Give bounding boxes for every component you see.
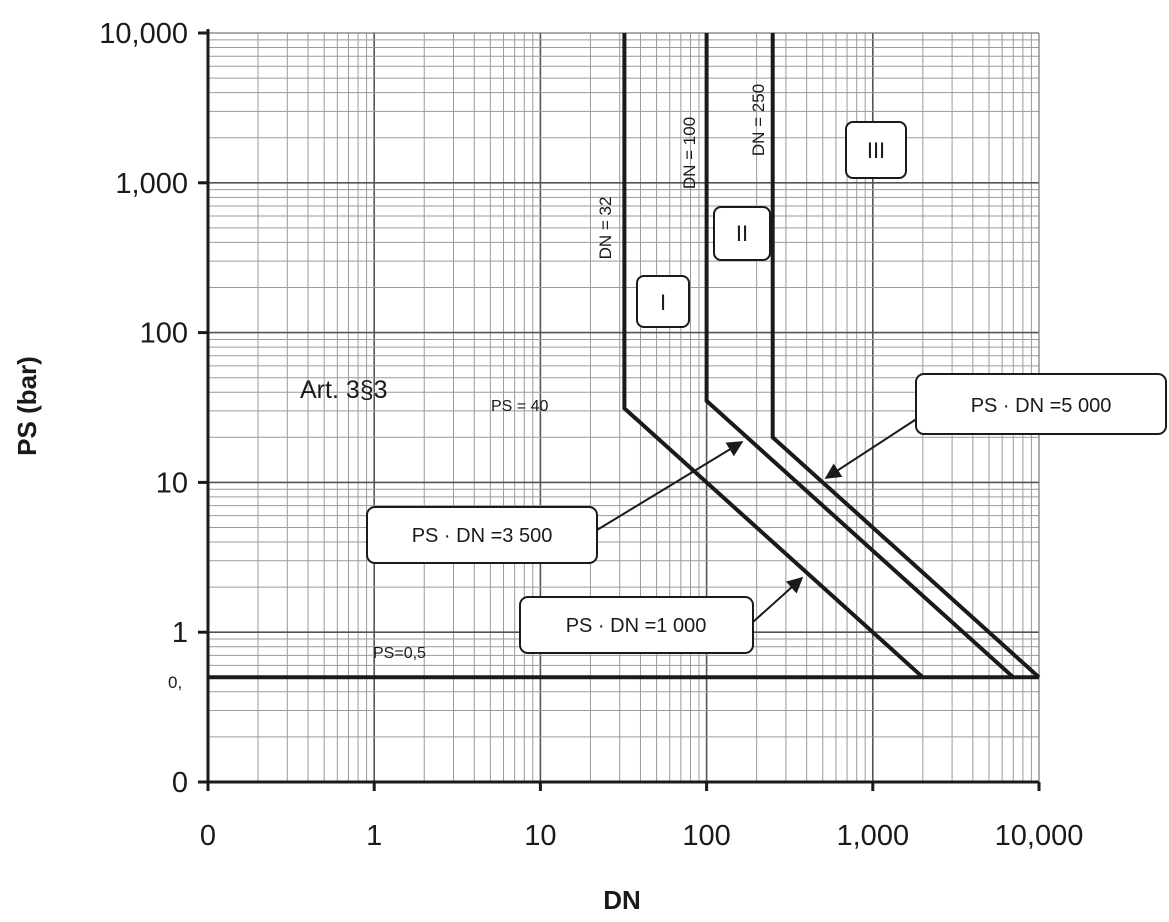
callout-3500-label: PS · DN =3 500 [412,525,553,547]
x-tick-label: 1,000 [837,820,910,852]
callout-3500: PS · DN =3 500 [366,441,744,564]
boundary-label-dn250: DN = 250 [749,84,768,156]
axes [198,29,1041,791]
boundary-label-dn32: DN = 32 [596,197,615,260]
category-label-iii: III [867,138,885,163]
y-tick-label: 100 [140,318,188,350]
category-box-iii: III [845,121,907,179]
x-tick-label: 10 [524,820,556,852]
ps05-label: PS=0,5 [373,645,426,662]
category-box-i: I [636,275,690,328]
category-label-i: I [660,290,666,315]
boundary-label-dn100: DN = 100 [680,117,699,189]
y-tick-label: 10,000 [99,18,188,50]
x-tick-label: 0 [200,820,216,852]
x-tick-label: 100 [682,820,730,852]
y-tick-label: 1 [172,617,188,649]
y-tick-label: 10 [156,467,188,499]
region-label: Art. 3§3 [300,376,388,404]
series-line-1 [622,33,925,679]
series-line-2 [704,33,1015,679]
series-line-3 [770,33,1041,679]
y-tick-label: 0 [172,767,188,799]
y-extra-label: 0, [168,673,182,692]
x-axis-title: DN [603,885,641,915]
callout-5000: PS · DN =5 000 [824,373,1167,479]
callout-1000: PS · DN =1 000 [519,576,804,654]
callout-1000-label: PS · DN =1 000 [566,615,707,637]
y-axis-title: PS (bar) [12,356,42,456]
callout-5000-label: PS · DN =5 000 [971,395,1112,417]
category-box-ii: II [713,206,771,261]
category-label-ii: II [736,221,748,246]
y-tick-label: 1,000 [115,168,188,200]
x-tick-label: 10,000 [995,820,1084,852]
series-group [208,33,1041,680]
ps40-label: PS = 40 [491,398,548,415]
x-tick-label: 1 [366,820,382,852]
tick-labels: 0 1 10 100 1,000 10,000 0 1 10 100 1,000 10,000 [99,18,1083,852]
